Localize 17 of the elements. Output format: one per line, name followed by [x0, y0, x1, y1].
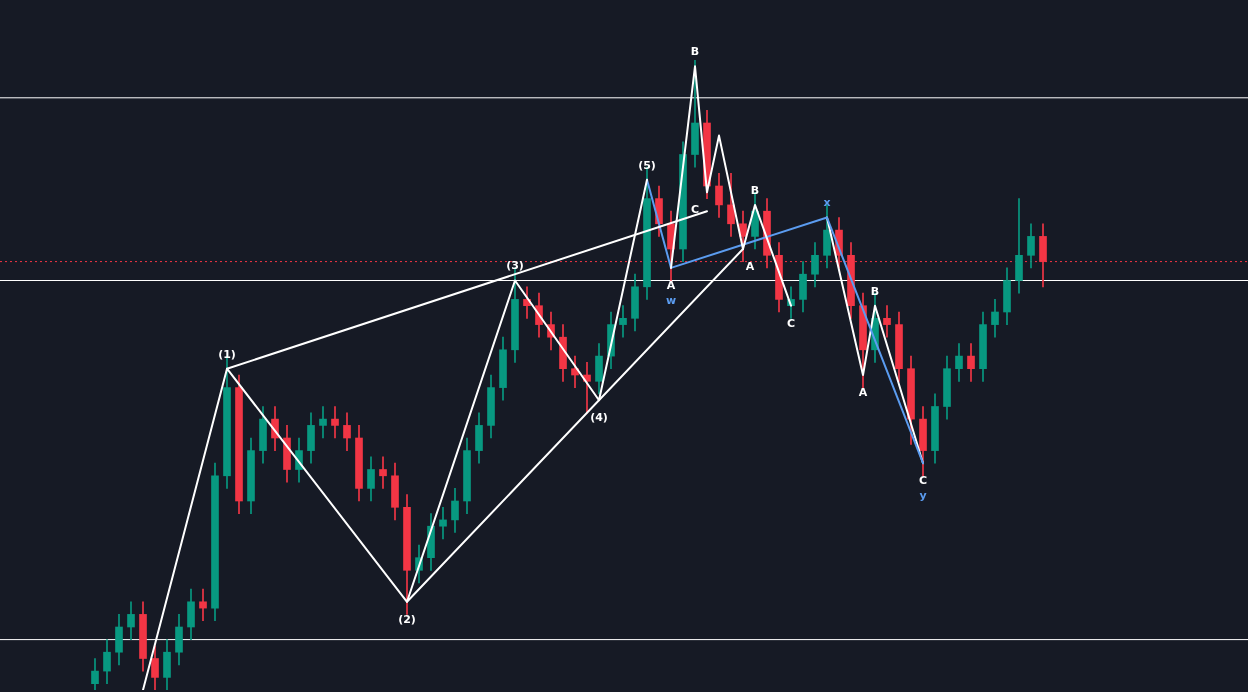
annotation: C — [918, 474, 928, 488]
annotation: C — [690, 203, 700, 217]
annotation: w — [665, 293, 677, 307]
text: B — [690, 45, 700, 59]
annotation: y — [919, 489, 927, 503]
annotation: (5) — [638, 158, 656, 172]
annotation: B — [750, 183, 760, 197]
annotation: (3) — [506, 259, 524, 273]
annotation: A — [858, 385, 868, 399]
annotation: (2) — [398, 612, 416, 626]
annotation: (1) — [218, 347, 236, 361]
annotation: A — [745, 259, 755, 273]
annotation: A — [666, 278, 676, 292]
annotation: C — [786, 316, 796, 330]
annotation: (4) — [590, 411, 608, 425]
annotation: B — [870, 284, 880, 298]
annotation: x — [823, 196, 831, 210]
